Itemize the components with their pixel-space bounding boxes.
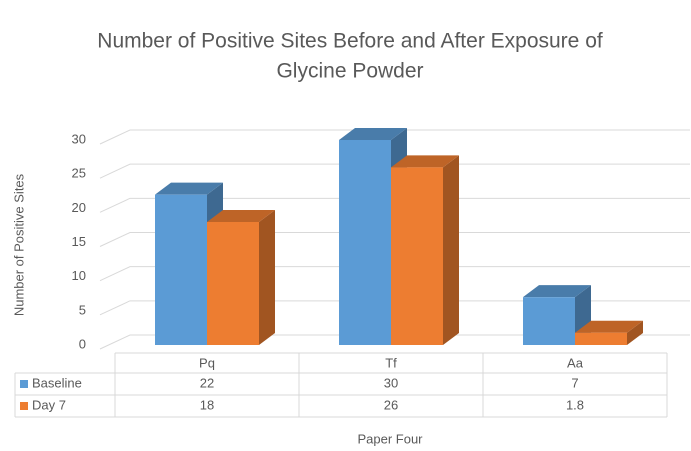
x-tick-label: Aa: [567, 355, 584, 370]
bar-top: [155, 182, 223, 195]
x-axis-label: Paper Four: [357, 431, 423, 446]
legend-swatch: [20, 380, 28, 388]
chart-title: Number of Positive Sites Before and Afte…: [97, 30, 603, 53]
bar-side: [627, 320, 643, 345]
bar: [155, 194, 207, 345]
x-tick-label: Tf: [385, 355, 397, 370]
table-value: 7: [571, 375, 578, 390]
bar-top: [339, 128, 407, 140]
grid-line: [99, 232, 690, 247]
bar: [391, 167, 443, 345]
table-value: 22: [200, 375, 214, 390]
grid-line: [99, 129, 690, 145]
grid-line: [99, 300, 690, 316]
grid-line: [99, 197, 690, 213]
bar: [575, 332, 627, 345]
table-value: 1.8: [566, 397, 584, 412]
bar-side: [259, 210, 275, 345]
legend-label: Baseline: [32, 375, 82, 390]
bar: [523, 297, 575, 345]
y-tick-label: 5: [79, 302, 86, 317]
table-value: 30: [384, 375, 398, 390]
bar-top: [207, 210, 275, 222]
bar-top: [391, 155, 459, 168]
bar: [339, 140, 391, 345]
table-value: 26: [384, 397, 398, 412]
bar-top: [575, 320, 643, 333]
y-tick-label: 20: [72, 200, 86, 215]
table-value: 18: [200, 397, 214, 412]
y-tick-label: 10: [72, 268, 86, 283]
legend-swatch: [20, 402, 28, 410]
chart-title: Glycine Powder: [276, 60, 423, 83]
y-tick-label: 0: [79, 336, 86, 351]
y-tick-label: 30: [72, 131, 86, 146]
y-axis-label: Number of Positive Sites: [11, 173, 26, 316]
x-tick-label: Pq: [199, 355, 215, 370]
grid-line: [99, 266, 690, 282]
grid-line: [99, 163, 690, 179]
bar-top: [523, 285, 591, 298]
y-tick-label: 15: [72, 234, 86, 249]
bar-side: [443, 155, 459, 345]
legend-label: Day 7: [32, 397, 66, 412]
grid-line: [99, 334, 690, 350]
bar: [207, 222, 259, 345]
y-tick-label: 25: [72, 166, 86, 181]
